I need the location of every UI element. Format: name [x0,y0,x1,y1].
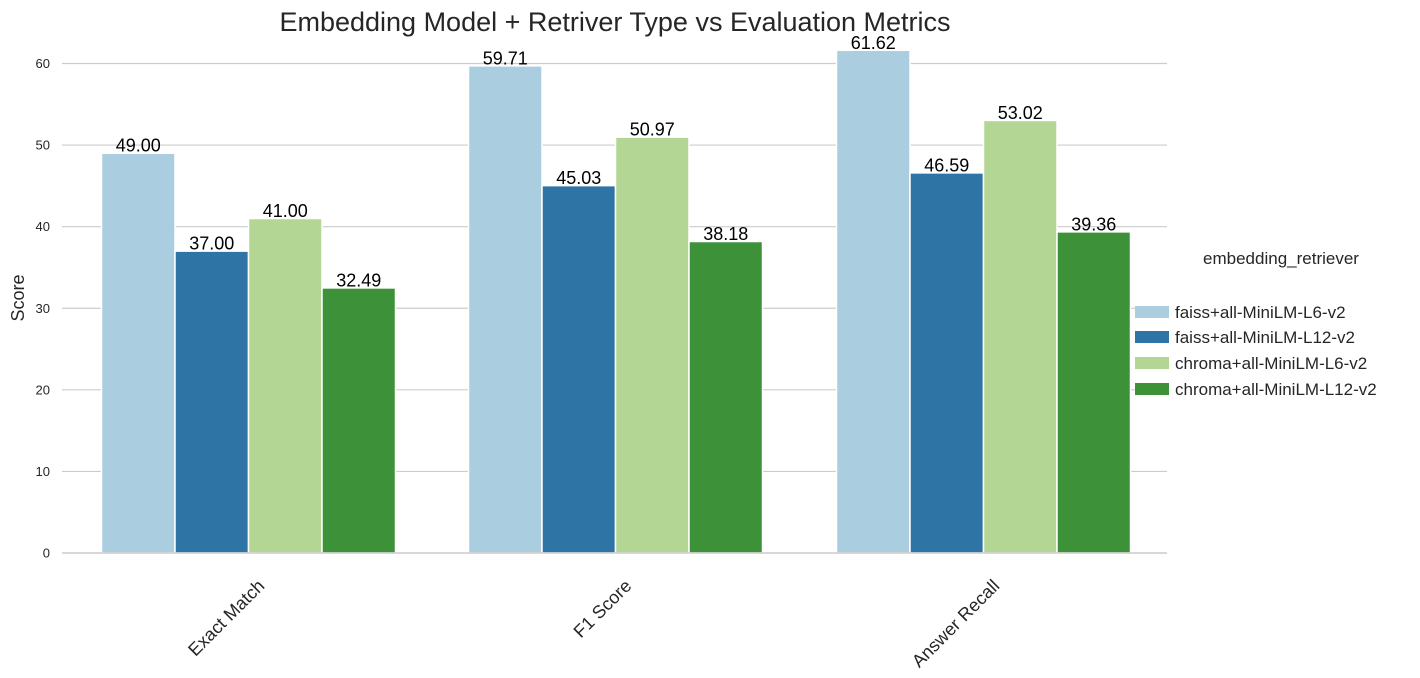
bar [174,250,250,554]
y-tick-label: 40 [36,219,50,234]
bar [321,287,397,554]
bar [247,217,323,554]
legend-swatch [1135,357,1169,369]
legend-items: faiss+all-MiniLM-L6-v2 faiss+all-MiniLM-L… [1135,303,1377,399]
legend-label: faiss+all-MiniLM-L6-v2 [1175,303,1346,322]
bar-value-label: 39.36 [1071,214,1116,234]
bar [614,136,690,554]
legend-label: chroma+all-MiniLM-L6-v2 [1175,354,1367,373]
bar-value-label: 32.49 [336,270,381,290]
x-tick-label: F1 Score [570,576,636,642]
bar-value-label: 41.00 [263,201,308,221]
y-axis-label: Score [8,274,28,321]
y-tick-label: 20 [36,382,50,397]
bar [909,172,985,554]
bar [1056,231,1132,554]
bar [541,184,617,554]
legend-label: chroma+all-MiniLM-L12-v2 [1175,380,1377,399]
y-axis-ticks: 0 10 20 30 40 50 60 [36,56,50,561]
legend-title: embedding_retriever [1203,249,1359,268]
bar-value-label: 59.71 [483,48,528,68]
x-axis-ticks: Exact Match F1 Score Answer Recall [184,576,1003,671]
bar [982,119,1058,554]
bar-value-label: 49.00 [116,136,161,156]
y-tick-label: 0 [43,546,50,561]
legend-label: faiss+all-MiniLM-L12-v2 [1175,328,1355,347]
bar [467,65,543,554]
legend: embedding_retriever faiss+all-MiniLM-L6-… [1135,249,1377,399]
chart-title: Embedding Model + Retriver Type vs Evalu… [279,7,950,37]
x-tick-label: Answer Recall [908,576,1003,671]
legend-swatch [1135,383,1169,395]
bar-value-label: 53.02 [998,103,1043,123]
bar-value-label: 46.59 [924,155,969,175]
bars [100,49,1132,554]
y-tick-label: 10 [36,464,50,479]
bar-value-label: 61.62 [851,33,896,53]
y-tick-label: 60 [36,56,50,71]
legend-swatch [1135,306,1169,318]
y-tick-label: 30 [36,301,50,316]
bar [688,240,764,554]
bar-value-label: 38.18 [703,224,748,244]
bar-value-label: 45.03 [556,168,601,188]
bar [100,152,176,554]
y-tick-label: 50 [36,138,50,153]
legend-swatch [1135,331,1169,343]
bar-value-label: 50.97 [630,120,675,140]
bar-value-labels: 49.00 37.00 41.00 32.49 59.71 45.03 50.97 38.18… [116,33,1117,291]
bar-value-label: 37.00 [189,234,234,254]
x-tick-label: Exact Match [184,576,268,660]
bar [835,49,911,554]
